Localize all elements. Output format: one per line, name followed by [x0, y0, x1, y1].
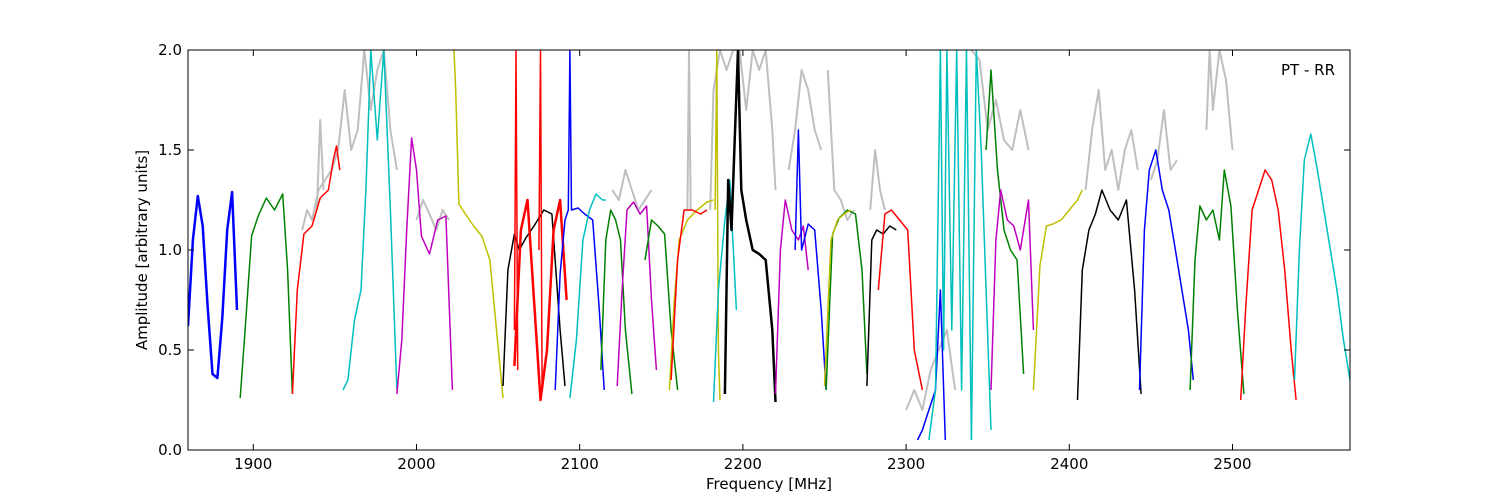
series-line-12 — [600, 209, 633, 395]
background-series-layer — [301, 50, 1234, 411]
series-line-23 — [823, 209, 851, 387]
background-series-line-6 — [787, 69, 823, 171]
background-series-line-2 — [415, 199, 450, 231]
y-tick-label: 1.0 — [158, 241, 182, 259]
background-series-line-10 — [970, 50, 1030, 151]
x-tick-label: 2100 — [561, 455, 599, 473]
y-axis-title: Amplitude [arbitrary units] — [133, 150, 151, 350]
series-line-21 — [794, 129, 827, 391]
series-line-28 — [970, 50, 992, 441]
y-tick-label: 0.0 — [158, 441, 182, 459]
series-line-36 — [1293, 133, 1350, 381]
background-series-line-5 — [709, 50, 777, 211]
series-line-29 — [985, 69, 1025, 375]
series-line-27 — [928, 50, 973, 441]
x-tick-label: 1900 — [234, 455, 272, 473]
background-series-line-13 — [1205, 50, 1234, 151]
y-axis-ticks: 0.0 0.5 1.0 1.5 2.0 — [158, 41, 1350, 459]
series-line-19 — [723, 50, 777, 403]
x-axis-ticks: 1900 2000 2100 2200 2300 2400 2500 — [234, 50, 1252, 473]
series-line-16 — [670, 209, 708, 381]
series-line-24 — [866, 225, 897, 387]
x-tick-label: 2400 — [1050, 455, 1088, 473]
y-tick-label: 0.5 — [158, 341, 182, 359]
series-line-20 — [774, 199, 809, 395]
series-line-1 — [239, 193, 294, 399]
background-series-line-8 — [869, 149, 886, 211]
series-line-30 — [990, 189, 1035, 391]
series-line-3 — [342, 50, 398, 391]
background-series-line-12 — [1149, 109, 1178, 181]
x-axis-title: Frequency [MHz] — [706, 475, 832, 493]
x-tick-label: 2300 — [887, 455, 925, 473]
series-line-9 — [538, 50, 543, 391]
background-series-line-0 — [301, 50, 398, 231]
series-line-15 — [668, 199, 714, 391]
series-line-25 — [877, 209, 924, 391]
series-line-17 — [714, 50, 721, 401]
background-series-line-7 — [826, 69, 855, 221]
series-layer — [188, 50, 1350, 441]
y-tick-label: 2.0 — [158, 41, 182, 59]
series-line-34 — [1189, 169, 1245, 395]
background-series-line-3 — [611, 169, 653, 211]
series-line-2 — [291, 145, 341, 395]
background-series-line-11 — [1084, 89, 1139, 191]
series-line-33 — [1138, 149, 1195, 391]
series-line-5 — [453, 50, 504, 399]
series-line-11 — [569, 193, 606, 399]
series-line-10 — [554, 50, 605, 391]
background-series-line-1 — [315, 119, 325, 211]
series-line-8 — [513, 50, 519, 371]
x-tick-label: 2200 — [724, 455, 762, 473]
x-tick-label: 2000 — [397, 455, 435, 473]
series-line-13 — [616, 201, 658, 387]
x-tick-label: 2500 — [1213, 455, 1251, 473]
series-line-35 — [1239, 169, 1297, 401]
series-line-31 — [1032, 189, 1083, 391]
series-line-7 — [513, 198, 568, 402]
y-tick-label: 1.5 — [158, 141, 182, 159]
chart-annotation: PT - RR — [1281, 61, 1335, 79]
series-line-4 — [396, 137, 454, 395]
background-series-line-9 — [905, 329, 957, 411]
series-line-0 — [188, 190, 239, 380]
series-line-26 — [916, 289, 947, 441]
series-line-32 — [1076, 189, 1142, 401]
background-series-line-4 — [686, 50, 692, 211]
